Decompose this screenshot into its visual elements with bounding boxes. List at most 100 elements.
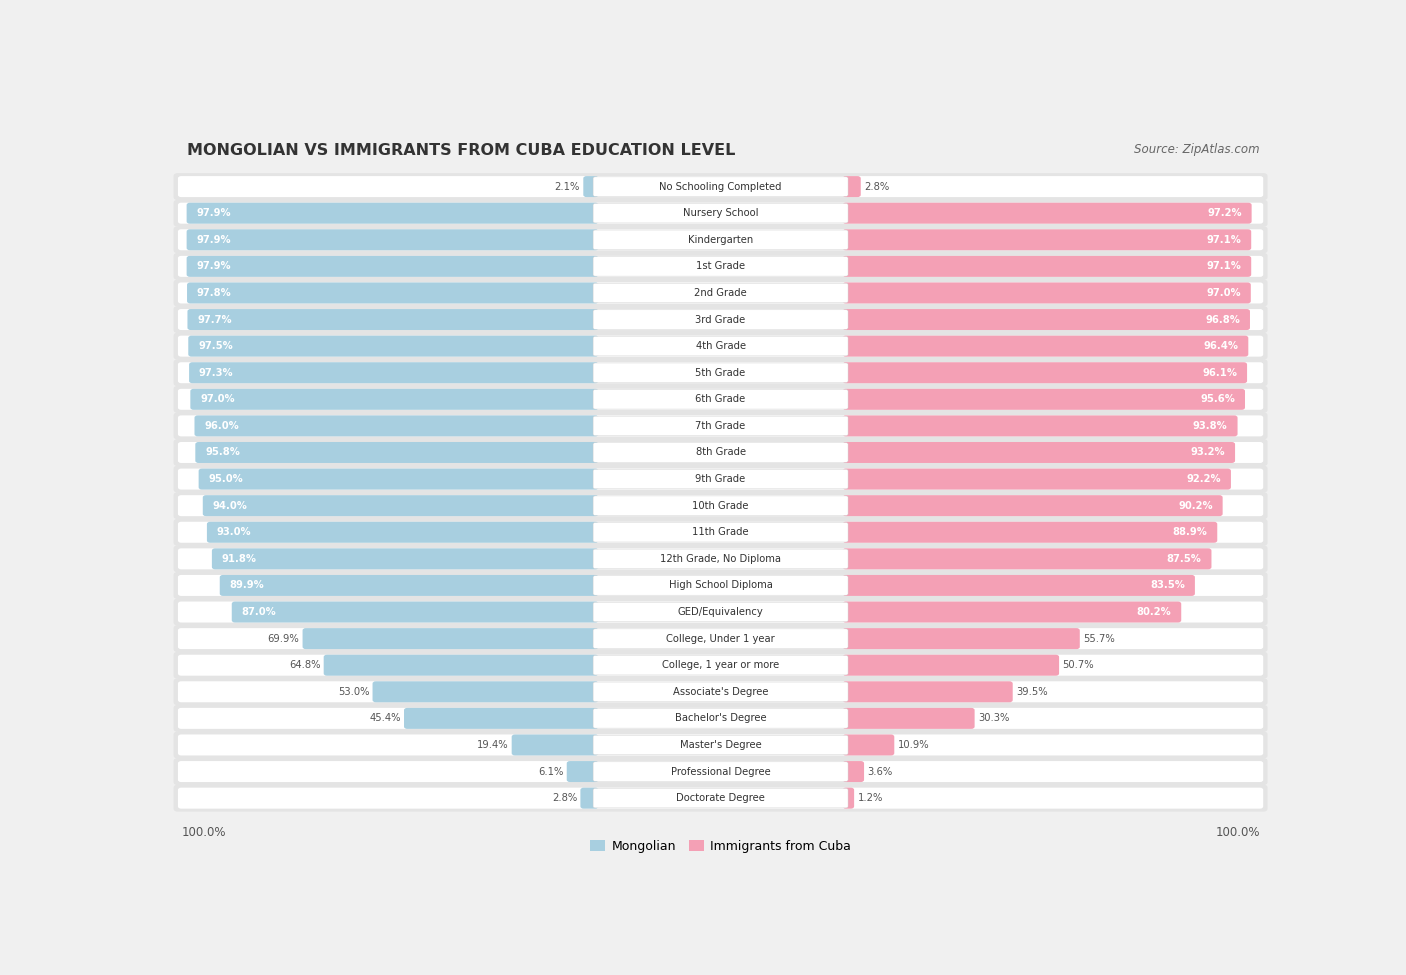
FancyBboxPatch shape [179,309,1263,331]
FancyBboxPatch shape [842,203,1251,223]
FancyBboxPatch shape [179,575,1263,596]
FancyBboxPatch shape [179,363,1263,383]
FancyBboxPatch shape [842,522,1218,543]
FancyBboxPatch shape [179,283,1263,303]
FancyBboxPatch shape [179,628,1263,649]
FancyBboxPatch shape [593,230,848,250]
FancyBboxPatch shape [173,332,1268,360]
FancyBboxPatch shape [173,705,1268,732]
FancyBboxPatch shape [842,575,1195,596]
FancyBboxPatch shape [179,495,1263,516]
Text: 97.1%: 97.1% [1206,235,1241,245]
Text: 97.1%: 97.1% [1206,261,1241,271]
FancyBboxPatch shape [173,599,1268,626]
Text: 87.5%: 87.5% [1167,554,1202,564]
FancyBboxPatch shape [179,548,1263,569]
FancyBboxPatch shape [581,788,599,808]
Text: College, Under 1 year: College, Under 1 year [666,634,775,644]
FancyBboxPatch shape [842,176,860,197]
FancyBboxPatch shape [842,363,1247,383]
FancyBboxPatch shape [173,306,1268,333]
FancyBboxPatch shape [173,492,1268,519]
FancyBboxPatch shape [593,655,848,675]
FancyBboxPatch shape [179,602,1263,622]
Text: 97.5%: 97.5% [198,341,233,351]
Text: 2.1%: 2.1% [554,181,581,192]
FancyBboxPatch shape [179,469,1263,489]
FancyBboxPatch shape [173,625,1268,652]
Text: 19.4%: 19.4% [477,740,509,750]
Text: No Schooling Completed: No Schooling Completed [659,181,782,192]
Text: 95.8%: 95.8% [205,448,240,457]
FancyBboxPatch shape [188,335,599,357]
FancyBboxPatch shape [173,439,1268,466]
FancyBboxPatch shape [842,442,1234,463]
FancyBboxPatch shape [173,174,1268,200]
Text: 5th Grade: 5th Grade [696,368,745,377]
FancyBboxPatch shape [842,255,1251,277]
FancyBboxPatch shape [179,708,1263,729]
FancyBboxPatch shape [567,761,599,782]
FancyBboxPatch shape [593,416,848,436]
FancyBboxPatch shape [179,761,1263,782]
FancyBboxPatch shape [179,335,1263,357]
FancyBboxPatch shape [842,229,1251,251]
FancyBboxPatch shape [593,363,848,382]
Text: 9th Grade: 9th Grade [696,474,745,484]
FancyBboxPatch shape [179,203,1263,223]
Text: 94.0%: 94.0% [212,501,247,511]
FancyBboxPatch shape [323,654,599,676]
FancyBboxPatch shape [187,255,599,277]
FancyBboxPatch shape [842,415,1237,437]
FancyBboxPatch shape [842,654,1059,676]
Text: 12th Grade, No Diploma: 12th Grade, No Diploma [659,554,782,564]
Text: 90.2%: 90.2% [1178,501,1213,511]
Text: 95.6%: 95.6% [1201,394,1236,405]
Text: 87.0%: 87.0% [242,607,277,617]
Text: 30.3%: 30.3% [979,714,1010,723]
FancyBboxPatch shape [179,176,1263,197]
FancyBboxPatch shape [173,200,1268,227]
Text: 93.8%: 93.8% [1194,421,1227,431]
FancyBboxPatch shape [842,602,1181,622]
FancyBboxPatch shape [173,545,1268,572]
FancyBboxPatch shape [202,495,599,516]
FancyBboxPatch shape [373,682,599,702]
Text: 96.1%: 96.1% [1202,368,1237,377]
FancyBboxPatch shape [842,548,1212,569]
FancyBboxPatch shape [593,629,848,648]
Text: 10.9%: 10.9% [897,740,929,750]
FancyBboxPatch shape [593,735,848,755]
Text: 97.9%: 97.9% [197,261,231,271]
Text: 97.0%: 97.0% [1206,288,1241,298]
Text: 3rd Grade: 3rd Grade [696,315,745,325]
Text: 11th Grade: 11th Grade [692,527,749,537]
Text: 89.9%: 89.9% [229,580,264,591]
FancyBboxPatch shape [593,469,848,488]
Text: Bachelor's Degree: Bachelor's Degree [675,714,766,723]
FancyBboxPatch shape [593,523,848,542]
FancyBboxPatch shape [179,415,1263,437]
Text: 97.3%: 97.3% [198,368,233,377]
FancyBboxPatch shape [842,389,1244,410]
FancyBboxPatch shape [207,522,599,543]
FancyBboxPatch shape [173,651,1268,679]
Text: 88.9%: 88.9% [1173,527,1208,537]
FancyBboxPatch shape [842,335,1249,357]
Text: 97.9%: 97.9% [197,209,231,218]
FancyBboxPatch shape [173,519,1268,546]
Text: 91.8%: 91.8% [222,554,257,564]
FancyBboxPatch shape [179,788,1263,808]
Text: 2.8%: 2.8% [553,793,576,803]
Text: 3.6%: 3.6% [868,766,893,776]
Text: 53.0%: 53.0% [337,686,370,697]
FancyBboxPatch shape [593,176,848,196]
FancyBboxPatch shape [404,708,599,729]
Legend: Mongolian, Immigrants from Cuba: Mongolian, Immigrants from Cuba [585,835,856,858]
FancyBboxPatch shape [593,682,848,702]
Text: 64.8%: 64.8% [288,660,321,670]
Text: GED/Equivalency: GED/Equivalency [678,607,763,617]
FancyBboxPatch shape [173,466,1268,492]
FancyBboxPatch shape [190,363,599,383]
FancyBboxPatch shape [198,469,599,489]
